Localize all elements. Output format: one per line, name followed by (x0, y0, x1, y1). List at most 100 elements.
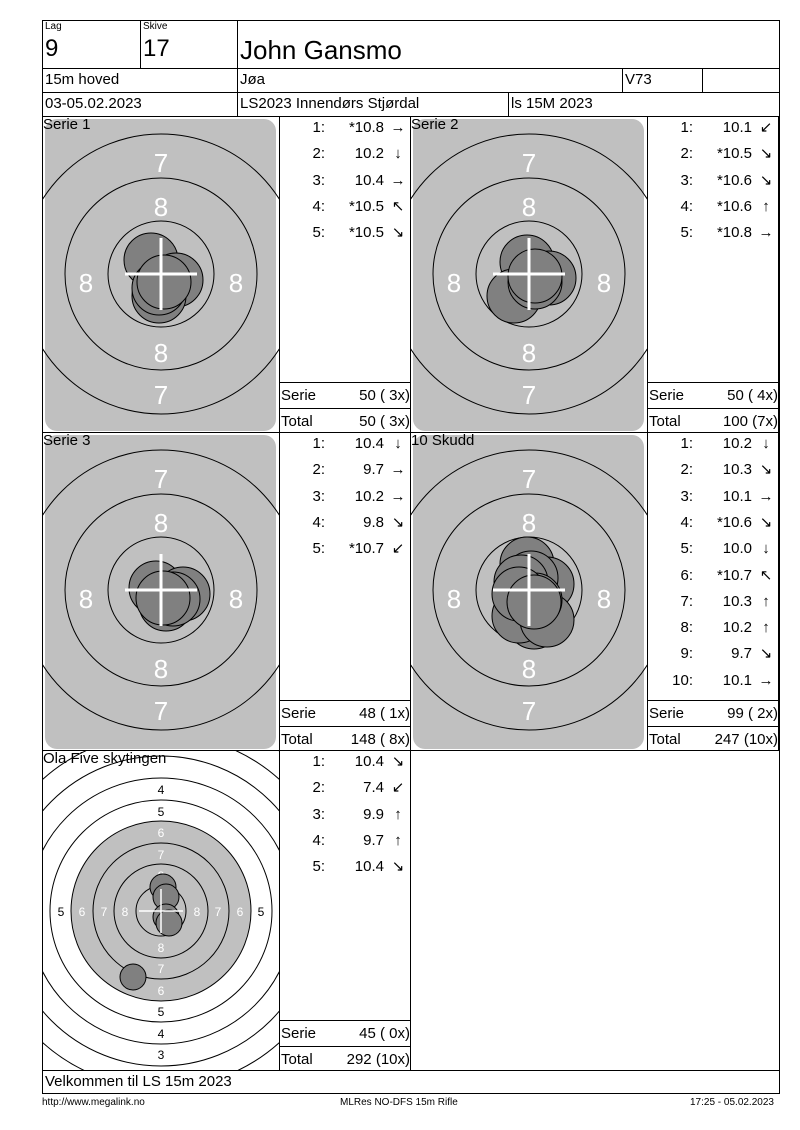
ring-number: 7 (154, 696, 168, 726)
shot-value: 10.4 (354, 171, 384, 189)
shot-number: 5: (680, 540, 693, 558)
shot-value: *10.7 (348, 540, 384, 558)
ring-number: 8 (194, 905, 201, 919)
shot-value: *10.8 (716, 224, 752, 242)
ring-number: 8 (522, 192, 536, 222)
shot-number: 1: (680, 119, 693, 136)
target-image: 7 8 8 7 8 8 (411, 435, 647, 749)
total-label: Total (649, 413, 681, 430)
direction-arrow-icon: → (758, 671, 774, 689)
ring-number: 6 (158, 984, 165, 998)
shot-number: 2: (312, 461, 325, 479)
shot-number: 4: (312, 513, 325, 531)
shot-value: *10.5 (348, 224, 384, 242)
shot-value: 10.2 (354, 145, 384, 163)
ring-number: 8 (597, 268, 611, 298)
extra (702, 68, 780, 93)
direction-arrow-icon: → (390, 171, 406, 189)
total-sum-row: Total 292 (10x) (280, 1046, 410, 1070)
ring-number: 8 (597, 584, 611, 614)
ring-number: 4 (158, 783, 165, 797)
total-sum-row: Total 247 (10x) (648, 726, 778, 750)
target-image: 7 8 8 7 8 8 (43, 119, 279, 431)
ring-number: 7 (522, 696, 536, 726)
ring-number: 8 (154, 654, 168, 684)
serie-value: 50 ( 4x) (727, 387, 778, 404)
target-image: 7 8 8 7 8 8 (411, 119, 647, 431)
direction-arrow-icon: ↙ (391, 540, 405, 558)
direction-arrow-icon: ↙ (759, 119, 773, 136)
shot-list: 1: *10.8 → 2: 10.2 ↓ 3: 10.4 → 4: *10.5 ↖ 5: *10.5 ↘ Se… (279, 117, 410, 432)
serie-label: Serie (281, 705, 317, 722)
shot-number: 4: (312, 197, 325, 215)
shooter-name-cell: John Gansmo (237, 20, 780, 69)
series-panel: 7 8 8 7 8 8 Serie 2 1: 10.1 ↙ 2: *10.5 ↘ 3: *10.6 ↘ 4: *1… (410, 116, 779, 433)
serie-sum-row: Serie 50 ( 3x) (280, 382, 410, 408)
shot-number: 3: (312, 805, 325, 823)
shot-number: 8: (680, 619, 693, 637)
direction-arrow-icon: → (390, 487, 406, 505)
shot-number: 1: (680, 435, 693, 452)
series-title: 10 Skudd (411, 432, 475, 449)
shot-number: 10: (672, 671, 693, 689)
shot-hole (155, 909, 183, 937)
shot-value: *10.6 (716, 197, 752, 215)
ring-number: 7 (158, 962, 165, 976)
direction-arrow-icon: → (758, 487, 774, 505)
lag-value: 9 (45, 35, 59, 62)
ring-number: 7 (158, 848, 165, 862)
footer-url[interactable]: http://www.megalink.no (42, 1097, 145, 1108)
shot-number: 7: (680, 592, 693, 610)
skive-value: 17 (143, 35, 170, 62)
shot-value: 9.9 (363, 805, 384, 823)
total-label: Total (281, 413, 313, 430)
ring-number: 6 (79, 905, 86, 919)
series-title: Serie 3 (43, 432, 91, 449)
serie-label: Serie (649, 705, 685, 722)
serie-sum-row: Serie 99 ( 2x) (648, 700, 778, 726)
target-image: 7 8 8 7 8 8 (43, 435, 279, 749)
shot-value: 10.3 (722, 461, 752, 479)
code: V73 (622, 68, 703, 93)
shot-number: 1: (312, 435, 325, 452)
direction-arrow-icon: ↑ (762, 197, 770, 215)
shot-value: 10.0 (722, 540, 752, 558)
shot-number: 5: (312, 224, 325, 242)
shot-value: *10.5 (716, 145, 752, 163)
total-label: Total (649, 731, 681, 748)
shooter-name: John Gansmo (240, 35, 402, 65)
direction-arrow-icon: ↘ (759, 171, 773, 189)
shot-value: *10.8 (348, 119, 384, 136)
ring-number: 8 (154, 338, 168, 368)
direction-arrow-icon: → (390, 119, 406, 136)
shot-hole (507, 248, 563, 304)
total-value: 292 (10x) (346, 1051, 410, 1068)
shot-value: 10.1 (722, 119, 752, 136)
series-panel: 7 8 8 7 8 8 Serie 3 1: 10.4 ↓ 2: 9.7 → 3: 10.2 → 4: 9.8 ↘ 5… (42, 432, 411, 751)
shot-value: 10.4 (354, 435, 384, 452)
shot-value: 10.1 (722, 671, 752, 689)
direction-arrow-icon: ↘ (759, 645, 773, 663)
shot-value: 10.2 (722, 435, 752, 452)
event: LS2023 Innendørs Stjørdal (237, 92, 509, 117)
serie-value: 45 ( 0x) (359, 1025, 410, 1042)
direction-arrow-icon: ↓ (394, 145, 402, 163)
ring-number: 8 (447, 268, 461, 298)
total-label: Total (281, 731, 313, 748)
shot-list: 1: 10.4 ↓ 2: 9.7 → 3: 10.2 → 4: 9.8 ↘ 5: *10.7 ↙ Serie 4… (279, 433, 410, 750)
ring-number: 8 (522, 654, 536, 684)
shot-number: 4: (680, 197, 693, 215)
ring-number: 5 (158, 1005, 165, 1019)
direction-arrow-icon: ↓ (762, 540, 770, 558)
series-panel: 7 8 8 7 8 8 10 Skudd 1: 10.2 ↓ 2: 10.3 ↘ 3: 10.1 → 4: *10… (410, 432, 779, 751)
shot-number: 1: (312, 753, 325, 770)
direction-arrow-icon: → (390, 461, 406, 479)
welcome-message: Velkommen til LS 15m 2023 (42, 1070, 780, 1094)
shot-number: 4: (680, 513, 693, 531)
direction-arrow-icon: ↘ (391, 858, 405, 876)
shot-number: 3: (680, 487, 693, 505)
club: Jøa (237, 68, 623, 93)
ring-number: 7 (154, 464, 168, 494)
serie-label: Serie (281, 1025, 317, 1042)
ring-number: 8 (154, 192, 168, 222)
